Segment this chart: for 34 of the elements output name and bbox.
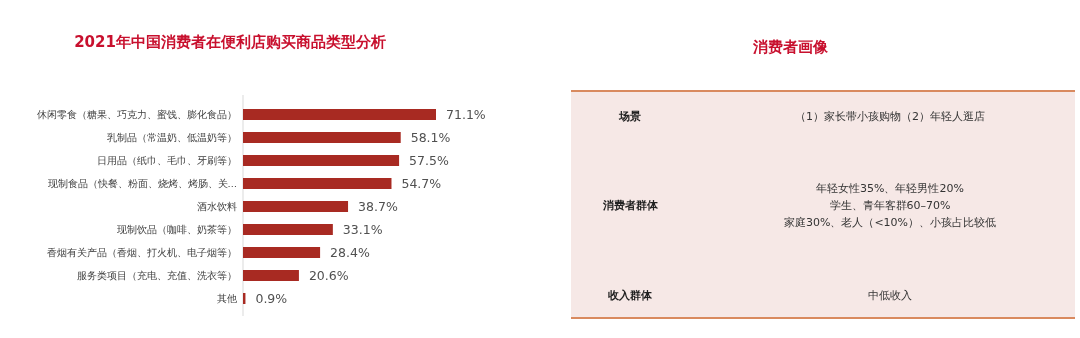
data-label: 54.7% (401, 176, 442, 191)
bar (243, 132, 401, 143)
bar (243, 155, 400, 166)
data-label: 20.6% (308, 268, 349, 283)
text: 年轻女性35%、年轻男性20% 学生、青年客群60–70% 家庭30%、老人（<10%）、小孩占比较低 (783, 182, 997, 229)
chart-title: 2021年中国消费者在便利店购买商品类型分析 (74, 33, 386, 51)
data-label: 0.9% (255, 291, 288, 306)
text: 中低收入 (868, 289, 912, 302)
y-tick-label: 乳制品（常温奶、低温奶等） (107, 132, 237, 143)
bar (243, 224, 333, 235)
data-label: 38.7% (358, 199, 398, 214)
data-label: 71.1% (446, 107, 486, 122)
bar (243, 109, 436, 120)
bar (243, 201, 349, 212)
category-label: 收入群体 (608, 289, 652, 302)
data-label: 33.1% (342, 222, 383, 237)
data-label: 28.4% (330, 245, 370, 260)
category-label: 场景 (619, 110, 641, 123)
y-tick-label: 休闲零食（糖果、巧克力、蜜饯、膨化食品） (37, 109, 237, 120)
y-tick-label: 服务类项目（充电、充值、洗衣等） (77, 270, 237, 281)
y-tick-label: 日用品（纸巾、毛巾、牙刷等） (97, 155, 237, 166)
data-label: 58.1% (410, 130, 451, 145)
y-tick-label: 现制饮品（咖啡、奶茶等） (117, 224, 237, 235)
text: 消费者画像 (751, 38, 829, 56)
category-label: 消费者群体 (602, 199, 658, 212)
y-tick-label: 其他 (217, 293, 237, 304)
y-tick-label: 现制食品（快餐、粉面、烧烤、烤肠、关… (47, 178, 237, 189)
y-tick-label: 香烟有关产品（香烟、打火机、电子烟等） (47, 247, 237, 258)
data-label: 57.5% (409, 153, 449, 168)
bar (243, 247, 321, 258)
bar (243, 270, 299, 281)
bar (243, 178, 392, 189)
text: （1）家长带小孩购物（2）年轻人逛店 (795, 110, 985, 123)
y-tick-label: 酒水饮料 (197, 201, 237, 212)
